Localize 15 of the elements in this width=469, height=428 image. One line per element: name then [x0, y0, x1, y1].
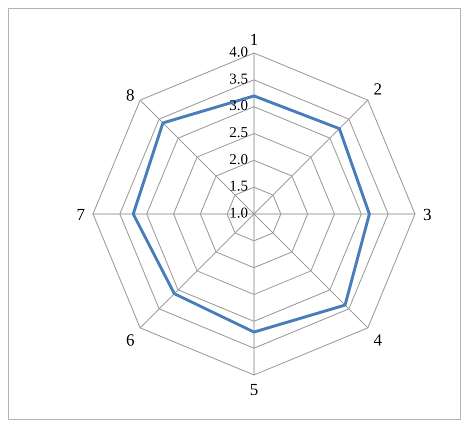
y-tick-label: 2.0: [229, 152, 248, 168]
y-tick-label: 3.0: [229, 98, 248, 114]
spoke-label: 6: [126, 330, 134, 350]
spoke-label: 5: [250, 380, 258, 400]
spoke-label: 2: [374, 80, 382, 98]
y-tick-label: 1.5: [229, 178, 248, 195]
spoke-label: 1: [250, 30, 258, 49]
spoke-label: 8: [126, 86, 134, 105]
y-tick-label: 1.0: [229, 205, 248, 222]
y-tick-label: 4.0: [229, 44, 248, 60]
y-tick-label: 3.5: [229, 71, 248, 88]
spoke-label: 3: [423, 205, 432, 224]
spoke-label: 4: [374, 330, 382, 350]
y-tick-label: 2.5: [229, 124, 248, 141]
spoke-label: 7: [76, 205, 86, 224]
